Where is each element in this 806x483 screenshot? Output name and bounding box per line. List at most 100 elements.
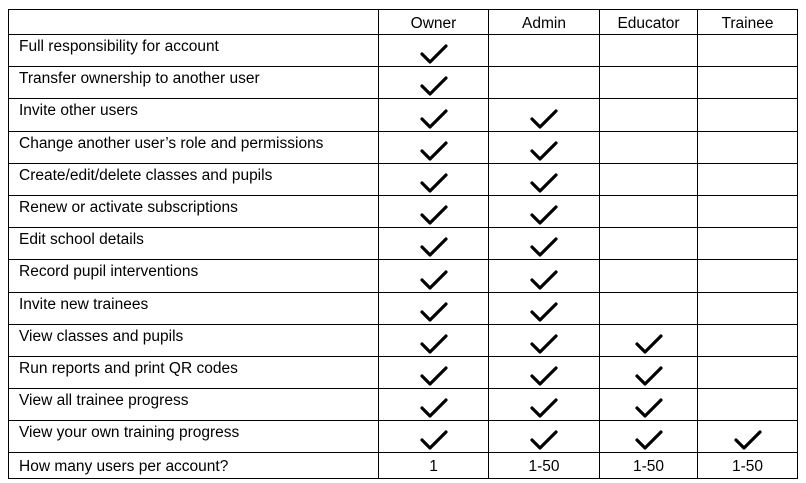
admin-count: 1-50 xyxy=(488,452,600,480)
educator-cell xyxy=(599,130,698,164)
educator-cell xyxy=(599,388,698,422)
checkmark-icon xyxy=(419,398,448,418)
educator-count: 1-50 xyxy=(599,452,698,480)
row-label: Change another user’s role and permissio… xyxy=(8,130,379,164)
admin-cell xyxy=(488,388,600,422)
checkmark-icon xyxy=(419,108,448,129)
checkmark-icon xyxy=(530,366,558,386)
checkmark-icon xyxy=(634,430,663,451)
row-label: Record pupil interventions xyxy=(8,259,379,293)
row-label: How many users per account? xyxy=(8,452,379,480)
checkmark-icon xyxy=(530,398,558,418)
table-row: Record pupil interventions xyxy=(8,259,798,293)
trainee-cell xyxy=(697,323,798,357)
owner-cell xyxy=(378,388,489,422)
checkmark-icon xyxy=(530,430,558,451)
checkmark-icon xyxy=(530,334,558,354)
checkmark-icon xyxy=(634,366,663,386)
row-label: Renew or activate subscriptions xyxy=(8,194,379,229)
checkmark-icon xyxy=(419,334,448,354)
checkmark-icon xyxy=(634,398,663,418)
table-row: Create/edit/delete classes and pupils xyxy=(8,162,798,196)
trainee-cell xyxy=(697,259,798,293)
admin-cell xyxy=(488,130,600,164)
row-label: Invite new trainees xyxy=(8,291,379,325)
owner-cell xyxy=(378,130,489,164)
educator-cell xyxy=(599,194,698,229)
table-row: Change another user’s role and permissio… xyxy=(8,130,798,164)
educator-cell xyxy=(599,66,698,100)
educator-cell xyxy=(599,33,698,68)
educator-cell xyxy=(599,355,698,390)
educator-cell xyxy=(599,323,698,357)
admin-cell xyxy=(488,291,600,325)
admin-cell xyxy=(488,227,600,261)
users-per-account-row: How many users per account? 1 1-50 1-50 … xyxy=(8,452,798,480)
trainee-cell xyxy=(697,66,798,100)
owner-cell xyxy=(378,323,489,357)
table-row: Invite new trainees xyxy=(8,291,798,325)
checkmark-icon xyxy=(419,430,448,451)
table-row: View all trainee progress xyxy=(8,388,798,422)
row-label: View all trainee progress xyxy=(8,388,379,422)
owner-cell xyxy=(378,259,489,293)
owner-cell xyxy=(378,420,489,454)
checkmark-icon xyxy=(419,205,448,225)
admin-cell xyxy=(488,194,600,229)
trainee-cell xyxy=(697,388,798,422)
row-label: Full responsibility for account xyxy=(8,33,379,68)
educator-cell xyxy=(599,98,698,132)
table-row: Transfer ownership to another user xyxy=(8,66,798,100)
trainee-cell xyxy=(697,355,798,390)
educator-cell xyxy=(599,227,698,261)
row-label: View your own training progress xyxy=(8,420,379,454)
trainee-cell xyxy=(697,420,798,454)
admin-cell xyxy=(488,98,600,132)
checkmark-icon xyxy=(530,108,558,129)
permissions-table: Owner Admin Educator Trainee Full respon… xyxy=(8,9,798,480)
header-row: Owner Admin Educator Trainee xyxy=(8,9,798,35)
admin-cell xyxy=(488,162,600,196)
educator-cell xyxy=(599,291,698,325)
table-row: View your own training progress xyxy=(8,420,798,454)
trainee-cell xyxy=(697,227,798,261)
owner-cell xyxy=(378,291,489,325)
row-label: Transfer ownership to another user xyxy=(8,66,379,100)
checkmark-icon xyxy=(634,334,663,354)
admin-cell xyxy=(488,420,600,454)
checkmark-icon xyxy=(419,269,448,290)
owner-cell xyxy=(378,355,489,390)
checkmark-icon xyxy=(419,366,448,386)
header-admin: Admin xyxy=(488,9,600,35)
checkmark-icon xyxy=(733,430,762,451)
admin-cell xyxy=(488,66,600,100)
educator-cell xyxy=(599,162,698,196)
table-row: Invite other users xyxy=(8,98,798,132)
owner-cell xyxy=(378,33,489,68)
checkmark-icon xyxy=(419,237,448,257)
header-educator: Educator xyxy=(599,9,698,35)
checkmark-icon xyxy=(419,76,448,96)
owner-cell xyxy=(378,98,489,132)
checkmark-icon xyxy=(530,302,558,322)
row-label: Run reports and print QR codes xyxy=(8,355,379,390)
admin-cell xyxy=(488,355,600,390)
header-trainee: Trainee xyxy=(697,9,798,35)
checkmark-icon xyxy=(530,269,558,290)
header-owner: Owner xyxy=(378,9,489,35)
checkmark-icon xyxy=(419,141,448,161)
row-label: Invite other users xyxy=(8,98,379,132)
trainee-count: 1-50 xyxy=(697,452,798,480)
owner-count: 1 xyxy=(378,452,489,480)
table-row: Renew or activate subscriptions xyxy=(8,194,798,229)
owner-cell xyxy=(378,66,489,100)
header-empty xyxy=(8,9,379,35)
owner-cell xyxy=(378,227,489,261)
checkmark-icon xyxy=(530,141,558,161)
trainee-cell xyxy=(697,130,798,164)
checkmark-icon xyxy=(530,173,558,193)
educator-cell xyxy=(599,420,698,454)
owner-cell xyxy=(378,162,489,196)
trainee-cell xyxy=(697,98,798,132)
owner-cell xyxy=(378,194,489,229)
